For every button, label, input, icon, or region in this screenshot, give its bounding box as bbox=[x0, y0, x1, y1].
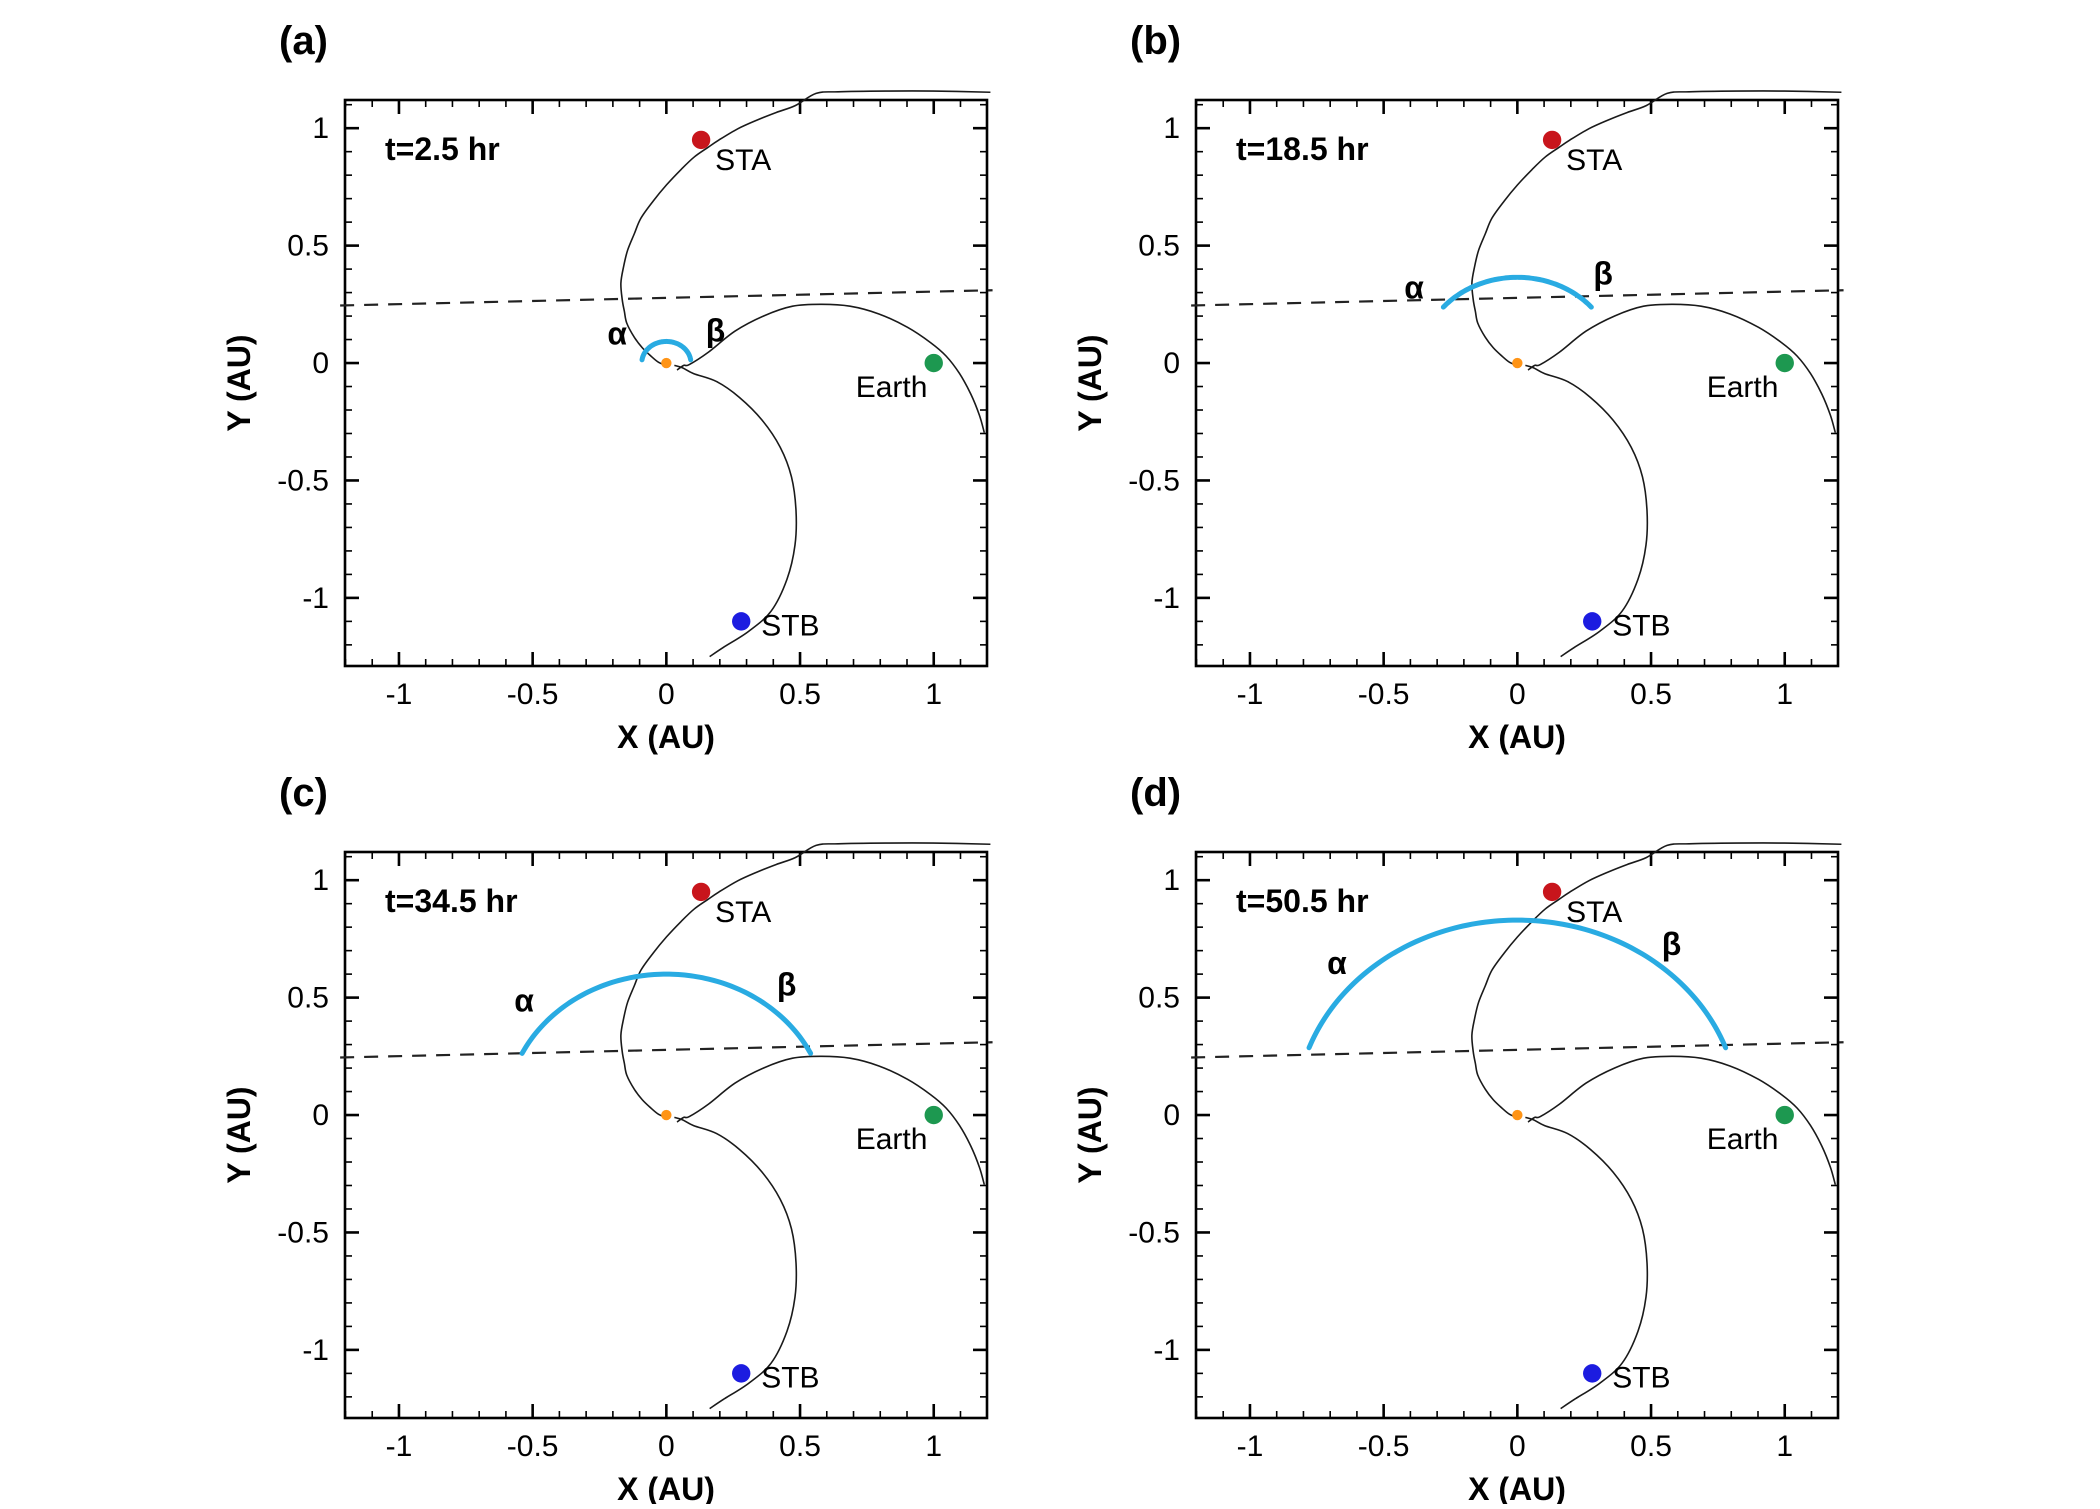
svg-text:Y (AU): Y (AU) bbox=[221, 1086, 257, 1183]
svg-text:1: 1 bbox=[925, 678, 942, 711]
svg-text:-0.5: -0.5 bbox=[1358, 678, 1410, 711]
svg-text:STB: STB bbox=[1612, 609, 1670, 642]
svg-text:0: 0 bbox=[1509, 678, 1526, 711]
svg-text:0: 0 bbox=[1163, 347, 1180, 380]
svg-text:X (AU): X (AU) bbox=[617, 719, 715, 755]
svg-text:Y (AU): Y (AU) bbox=[1072, 334, 1108, 431]
svg-text:0: 0 bbox=[658, 678, 675, 711]
svg-text:-0.5: -0.5 bbox=[507, 1430, 559, 1463]
svg-text:-0.5: -0.5 bbox=[277, 464, 329, 497]
svg-text:(c): (c) bbox=[279, 771, 328, 815]
svg-text:α: α bbox=[1327, 945, 1347, 981]
svg-text:β: β bbox=[706, 312, 726, 348]
svg-text:0.5: 0.5 bbox=[779, 678, 821, 711]
svg-text:X (AU): X (AU) bbox=[1468, 719, 1566, 755]
svg-text:STB: STB bbox=[761, 609, 819, 642]
svg-text:0: 0 bbox=[658, 1430, 675, 1463]
svg-text:-1: -1 bbox=[1153, 1334, 1180, 1367]
svg-text:0: 0 bbox=[312, 1099, 329, 1132]
svg-text:0.5: 0.5 bbox=[779, 1430, 821, 1463]
svg-text:t=50.5 hr: t=50.5 hr bbox=[1236, 883, 1369, 919]
svg-text:Earth: Earth bbox=[856, 371, 928, 404]
svg-text:α: α bbox=[607, 316, 627, 352]
svg-text:-1: -1 bbox=[302, 582, 329, 615]
svg-text:STA: STA bbox=[1566, 896, 1622, 929]
svg-text:X (AU): X (AU) bbox=[617, 1471, 715, 1504]
svg-text:α: α bbox=[514, 983, 534, 1019]
svg-text:0.5: 0.5 bbox=[1630, 1430, 1672, 1463]
svg-text:-1: -1 bbox=[1237, 678, 1264, 711]
svg-text:-0.5: -0.5 bbox=[1128, 464, 1180, 497]
svg-text:(a): (a) bbox=[279, 19, 328, 63]
svg-text:-1: -1 bbox=[1153, 582, 1180, 615]
svg-text:0: 0 bbox=[1163, 1099, 1180, 1132]
svg-text:-1: -1 bbox=[386, 678, 413, 711]
svg-text:(b): (b) bbox=[1130, 19, 1181, 63]
svg-text:t=18.5 hr: t=18.5 hr bbox=[1236, 131, 1369, 167]
svg-text:-0.5: -0.5 bbox=[1128, 1216, 1180, 1249]
svg-text:STB: STB bbox=[1612, 1361, 1670, 1394]
svg-text:Earth: Earth bbox=[1707, 371, 1779, 404]
svg-text:-0.5: -0.5 bbox=[277, 1216, 329, 1249]
svg-text:0.5: 0.5 bbox=[1138, 982, 1180, 1015]
svg-text:1: 1 bbox=[312, 864, 329, 897]
svg-text:0.5: 0.5 bbox=[1630, 678, 1672, 711]
svg-text:-1: -1 bbox=[1237, 1430, 1264, 1463]
svg-text:t=34.5 hr: t=34.5 hr bbox=[385, 883, 518, 919]
svg-text:(d): (d) bbox=[1130, 771, 1181, 815]
svg-text:0.5: 0.5 bbox=[1138, 230, 1180, 263]
svg-text:0.5: 0.5 bbox=[287, 230, 329, 263]
svg-text:1: 1 bbox=[1163, 864, 1180, 897]
svg-text:-0.5: -0.5 bbox=[1358, 1430, 1410, 1463]
svg-text:STA: STA bbox=[715, 144, 771, 177]
svg-text:Y (AU): Y (AU) bbox=[1072, 1086, 1108, 1183]
svg-text:0: 0 bbox=[1509, 1430, 1526, 1463]
svg-text:-1: -1 bbox=[386, 1430, 413, 1463]
svg-text:1: 1 bbox=[1776, 1430, 1793, 1463]
svg-text:β: β bbox=[1662, 926, 1682, 962]
svg-text:1: 1 bbox=[1163, 112, 1180, 145]
svg-text:0: 0 bbox=[312, 347, 329, 380]
svg-text:β: β bbox=[777, 966, 797, 1002]
svg-text:Earth: Earth bbox=[1707, 1123, 1779, 1156]
svg-text:1: 1 bbox=[925, 1430, 942, 1463]
svg-text:1: 1 bbox=[312, 112, 329, 145]
svg-text:STA: STA bbox=[1566, 144, 1622, 177]
svg-text:Earth: Earth bbox=[856, 1123, 928, 1156]
svg-text:β: β bbox=[1593, 256, 1613, 292]
svg-text:-1: -1 bbox=[302, 1334, 329, 1367]
svg-text:t=2.5 hr: t=2.5 hr bbox=[385, 131, 500, 167]
svg-text:-0.5: -0.5 bbox=[507, 678, 559, 711]
svg-text:0.5: 0.5 bbox=[287, 982, 329, 1015]
svg-text:STB: STB bbox=[761, 1361, 819, 1394]
svg-text:X (AU): X (AU) bbox=[1468, 1471, 1566, 1504]
svg-text:Y (AU): Y (AU) bbox=[221, 334, 257, 431]
svg-text:1: 1 bbox=[1776, 678, 1793, 711]
svg-text:α: α bbox=[1404, 269, 1424, 305]
svg-text:STA: STA bbox=[715, 896, 771, 929]
